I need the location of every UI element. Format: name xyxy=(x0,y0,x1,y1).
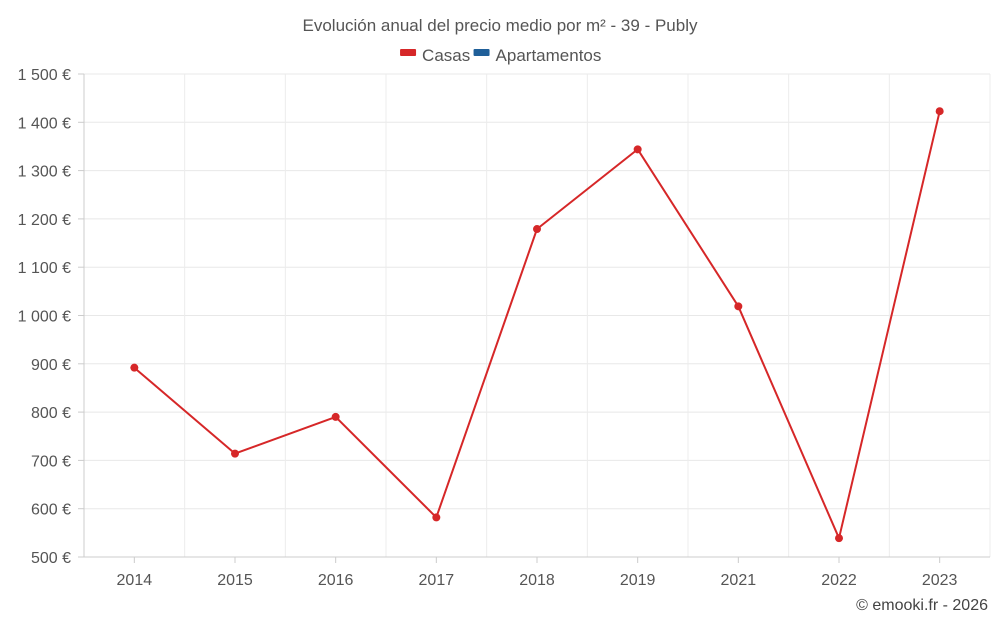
y-tick-label: 600 € xyxy=(31,502,71,519)
data-point[interactable] xyxy=(231,449,239,458)
data-point[interactable] xyxy=(633,145,642,154)
y-tick-label: 1 200 € xyxy=(18,212,71,229)
legend-label: Casas xyxy=(422,46,470,65)
data-point[interactable] xyxy=(130,363,139,372)
credit-text: © emooki.fr - 2026 xyxy=(856,597,988,614)
data-point[interactable] xyxy=(432,513,441,522)
data-point[interactable] xyxy=(734,302,743,311)
series-line-casas xyxy=(133,110,941,540)
y-tick-label: 1 400 € xyxy=(18,115,71,132)
y-tick-label: 1 100 € xyxy=(18,260,71,277)
y-tick-label: 700 € xyxy=(31,453,71,470)
legend-swatch xyxy=(400,49,417,56)
legend: Casas Apartamentos xyxy=(400,46,601,65)
x-tick-label: 2023 xyxy=(922,572,958,589)
x-tick-label: 2019 xyxy=(620,572,656,589)
legend-label: Apartamentos xyxy=(496,46,602,65)
y-tick-label: 1 500 € xyxy=(18,67,71,84)
data-point[interactable] xyxy=(331,412,340,421)
x-tick-label: 2017 xyxy=(419,572,455,589)
data-point[interactable] xyxy=(533,225,541,234)
x-tick-label: 2022 xyxy=(821,572,857,589)
chart-title: Evolución anual del precio medio por m² … xyxy=(303,16,698,35)
x-tick-label: 2018 xyxy=(519,572,555,589)
data-point[interactable] xyxy=(935,107,944,116)
series-layer xyxy=(130,107,944,543)
grid xyxy=(83,73,991,558)
x-tick-label: 2021 xyxy=(721,572,757,589)
y-tick-label: 1 300 € xyxy=(18,164,71,181)
x-tick-label: 2016 xyxy=(318,572,354,589)
x-tick-label: 2015 xyxy=(217,572,253,589)
y-tick-label: 800 € xyxy=(31,405,71,422)
data-point[interactable] xyxy=(835,534,843,543)
y-tick-label: 500 € xyxy=(31,550,71,567)
axes: 500 € 600 € 700 € 800 € 900 € 1 000 € 1 100 € 1… xyxy=(18,67,990,589)
legend-item-casas[interactable]: Casas xyxy=(400,46,470,65)
y-tick-label: 1 000 € xyxy=(18,309,71,326)
legend-item-apartamentos[interactable]: Apartamentos xyxy=(473,46,602,65)
legend-swatch xyxy=(473,49,490,56)
x-tick-label: 2014 xyxy=(117,572,153,589)
y-tick-label: 900 € xyxy=(31,357,71,374)
